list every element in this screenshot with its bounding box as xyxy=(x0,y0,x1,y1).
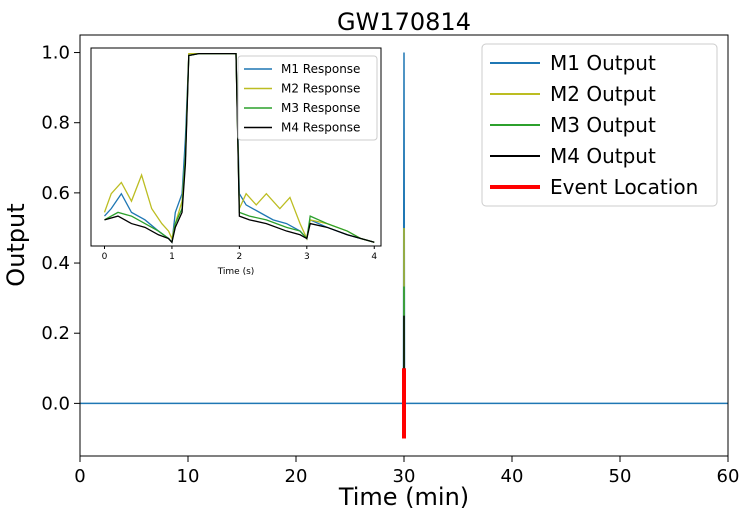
inset-axes-frame xyxy=(90,47,382,247)
inset-x-tick-label: 0 xyxy=(102,252,108,262)
inset-chart: 0 1 2 3 4 Time (s) M1 Response M2 Response M3 … xyxy=(90,47,382,277)
y-tick-label: 0.6 xyxy=(41,183,70,204)
main-axes-frame xyxy=(79,34,729,457)
y-axis-label: Output xyxy=(2,203,30,286)
main-legend: M1 Output M2 Output M3 Output M4 Output Even… xyxy=(481,43,718,207)
series-line-1 xyxy=(80,52,728,405)
x-tick-label: 10 xyxy=(177,466,200,487)
legend-label: Event Location xyxy=(550,175,698,199)
inset-legend-label: M4 Response xyxy=(281,121,360,135)
x-tick-label: 60 xyxy=(717,466,740,487)
inset-x-axis-label: Time (s) xyxy=(217,267,255,277)
legend-label: M1 Output xyxy=(550,51,656,75)
legend-label: M2 Output xyxy=(550,82,656,106)
y-tick-label: 0.4 xyxy=(41,253,70,274)
inset-x-tick-label: 2 xyxy=(237,252,243,262)
main-plot-area xyxy=(80,52,728,439)
inset-series-line-4 xyxy=(104,52,375,244)
inset-ticks: 0 1 2 3 4 xyxy=(102,246,377,262)
inset-x-tick-label: 4 xyxy=(371,252,377,262)
x-tick-label: 40 xyxy=(501,466,524,487)
inset-legend-label: M3 Response xyxy=(281,101,360,115)
legend-label: M3 Output xyxy=(550,113,656,137)
inset-x-tick-label: 1 xyxy=(169,252,175,262)
legend-label: M4 Output xyxy=(550,144,656,168)
inset-legend-label: M2 Response xyxy=(281,82,360,96)
legend-frame xyxy=(481,43,718,207)
main-ticks: 0 10 20 30 40 50 600.00.20.40.60.81.0 xyxy=(41,43,739,487)
chart-title: GW170814 xyxy=(337,8,471,36)
inset-legend-frame xyxy=(237,55,378,141)
x-tick-label: 0 xyxy=(74,466,85,487)
inset-x-tick-label: 3 xyxy=(304,252,310,262)
inset-legend: M1 Response M2 Response M3 Response M4 Resp… xyxy=(237,55,378,141)
x-tick-label: 50 xyxy=(609,466,632,487)
x-tick-label: 20 xyxy=(285,466,308,487)
y-tick-label: 1.0 xyxy=(41,43,70,64)
y-tick-label: 0.0 xyxy=(41,393,70,414)
y-tick-label: 0.8 xyxy=(41,113,70,134)
inset-legend-label: M1 Response xyxy=(281,62,360,76)
y-tick-label: 0.2 xyxy=(41,323,70,344)
x-tick-label: 30 xyxy=(393,466,416,487)
x-axis-label: Time (min) xyxy=(338,483,469,511)
inset-plot-area xyxy=(103,52,375,244)
